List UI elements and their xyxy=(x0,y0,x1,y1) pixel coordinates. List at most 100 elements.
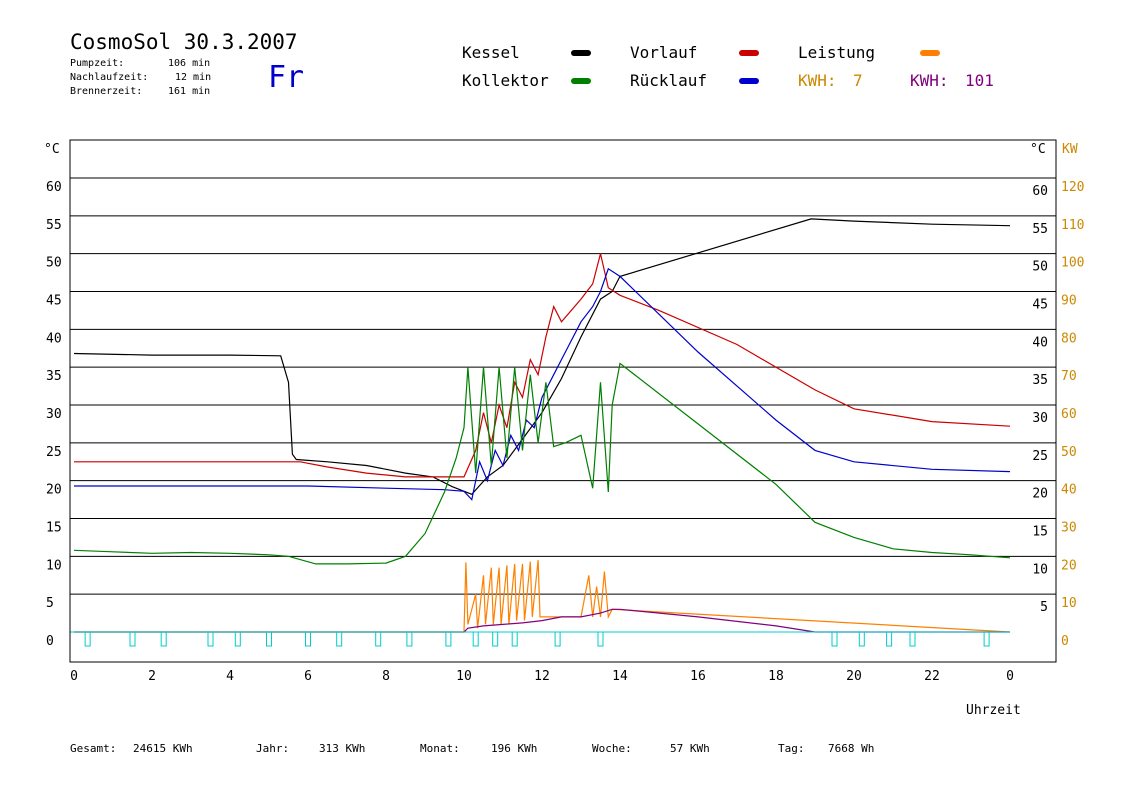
power-tick-label: 0 xyxy=(1061,634,1069,649)
series-line-vorlauf xyxy=(74,253,1011,478)
power-tick-label: 20 xyxy=(1061,558,1077,573)
footer-tag-label: Tag: xyxy=(778,742,805,755)
legend-leistung-swatch xyxy=(920,50,940,56)
pump-event-marker xyxy=(266,631,272,647)
power-tick-label: 50 xyxy=(1061,445,1077,460)
pump-event-marker xyxy=(160,631,167,647)
x-tick-label: 20 xyxy=(846,669,862,684)
plot-frame xyxy=(69,139,1057,663)
y2-tick-label: 40 xyxy=(1032,335,1048,350)
y-tick-label: 30 xyxy=(46,407,62,422)
y-tick-label: 35 xyxy=(46,369,62,384)
x-tick-label: 2 xyxy=(148,669,156,684)
y2-tick-label: 10 xyxy=(1032,562,1048,577)
brenner-time-label: Brennerzeit: xyxy=(70,86,143,97)
pump-time-label: Pumpzeit: xyxy=(70,58,125,69)
footer-gesamt-label: Gesamt: xyxy=(70,742,117,755)
legend-ruecklauf-swatch xyxy=(739,78,759,84)
pump-event-marker xyxy=(406,631,413,647)
pump-event-marker xyxy=(305,631,311,647)
power-tick-label: 120 xyxy=(1061,180,1084,195)
legend-kwh-total-value: 101 xyxy=(965,71,994,90)
x-tick-label: 22 xyxy=(924,669,940,684)
x-tick-label: 6 xyxy=(304,669,312,684)
weekday-label: Fr xyxy=(268,60,305,95)
x-tick-label: 18 xyxy=(768,669,784,684)
power-tick-label: 80 xyxy=(1061,331,1077,346)
y-tick-label: 0 xyxy=(46,634,54,649)
y-tick-label: 55 xyxy=(46,218,62,233)
y-axis-unit-right: °C xyxy=(1030,142,1046,157)
x-tick-label: 10 xyxy=(456,669,472,684)
power-tick-label: 90 xyxy=(1061,294,1077,309)
legend-kollektor-swatch xyxy=(571,78,591,84)
power-tick-label: 10 xyxy=(1061,596,1077,611)
y-axis-unit-kw: KW xyxy=(1062,142,1078,157)
x-tick-label: 0 xyxy=(1006,669,1014,684)
legend-vorlauf-swatch xyxy=(739,50,759,56)
legend-kwh-day-value: 7 xyxy=(853,71,863,90)
pump-event-marker xyxy=(909,631,916,647)
series-line-kollektor xyxy=(73,362,1011,565)
x-axis-label: Uhrzeit xyxy=(966,703,1021,718)
pump-event-marker xyxy=(886,631,893,647)
y2-tick-label: 25 xyxy=(1032,449,1048,464)
y-tick-label: 50 xyxy=(46,256,62,271)
chart-grid xyxy=(70,177,1056,595)
x-tick-label: 16 xyxy=(690,669,706,684)
y-tick-label: 20 xyxy=(46,483,62,498)
y-tick-label: 45 xyxy=(46,294,62,309)
series-line-r-cklauf xyxy=(74,267,1011,501)
y2-tick-label: 35 xyxy=(1032,373,1048,388)
pump-event-marker xyxy=(445,631,452,647)
series-line-kwh xyxy=(74,608,1010,633)
power-tick-label: 30 xyxy=(1061,521,1077,536)
pump-event-marker xyxy=(84,631,91,647)
legend-kessel-swatch xyxy=(571,50,591,56)
footer-jahr-value: 313 KWh xyxy=(319,742,366,755)
legend-kollektor-label: Kollektor xyxy=(462,71,549,90)
pump-event-marker xyxy=(472,631,479,647)
footer-gesamt-value: 24615 KWh xyxy=(133,742,193,755)
footer-woche-value: 57 KWh xyxy=(670,742,710,755)
pump-event-marker xyxy=(492,631,499,647)
footer-monat-label: Monat: xyxy=(420,742,460,755)
legend-ruecklauf-label: Rücklauf xyxy=(630,71,708,90)
footer-woche-label: Woche: xyxy=(592,742,632,755)
y-tick-label: 60 xyxy=(46,180,62,195)
pump-event-marker xyxy=(207,631,214,647)
nachlauf-time-label: Nachlaufzeit: xyxy=(70,72,149,83)
brenner-time-value: 161 min xyxy=(168,86,211,97)
x-tick-label: 4 xyxy=(226,669,234,684)
pump-event-marker xyxy=(129,631,136,647)
series-line-leistung xyxy=(74,560,1011,633)
pump-event-marker xyxy=(554,631,561,647)
x-tick-label: 8 xyxy=(382,669,390,684)
y2-tick-label: 20 xyxy=(1032,487,1048,502)
legend-leistung-label: Leistung xyxy=(798,43,876,62)
power-tick-label: 110 xyxy=(1061,218,1084,233)
legend-kessel-label: Kessel xyxy=(462,43,520,62)
y-tick-label: 10 xyxy=(46,558,62,573)
y2-tick-label: 50 xyxy=(1032,260,1048,275)
legend-kwh-total-label: KWH: xyxy=(910,71,949,90)
power-tick-label: 60 xyxy=(1061,407,1077,422)
nachlauf-time-value: 12 min xyxy=(175,72,212,83)
power-tick-label: 40 xyxy=(1061,483,1077,498)
pump-time-value: 106 min xyxy=(168,58,211,69)
y2-tick-label: 5 xyxy=(1040,600,1048,615)
power-tick-label: 70 xyxy=(1061,369,1077,384)
pump-event-marker xyxy=(511,631,518,647)
pump-event-marker xyxy=(336,631,343,647)
chart-axes: 0510152025303540455055605101520253035404… xyxy=(46,139,1084,684)
footer-tag-value: 7668 Wh xyxy=(828,742,875,755)
pump-event-marker xyxy=(983,631,990,647)
chart-series xyxy=(70,218,1011,647)
y-tick-label: 5 xyxy=(46,596,54,611)
y2-tick-label: 55 xyxy=(1032,222,1048,237)
y-tick-label: 25 xyxy=(46,445,62,460)
footer-monat-value: 196 KWh xyxy=(491,742,538,755)
footer-jahr-label: Jahr: xyxy=(256,742,290,755)
power-tick-label: 100 xyxy=(1061,256,1084,271)
